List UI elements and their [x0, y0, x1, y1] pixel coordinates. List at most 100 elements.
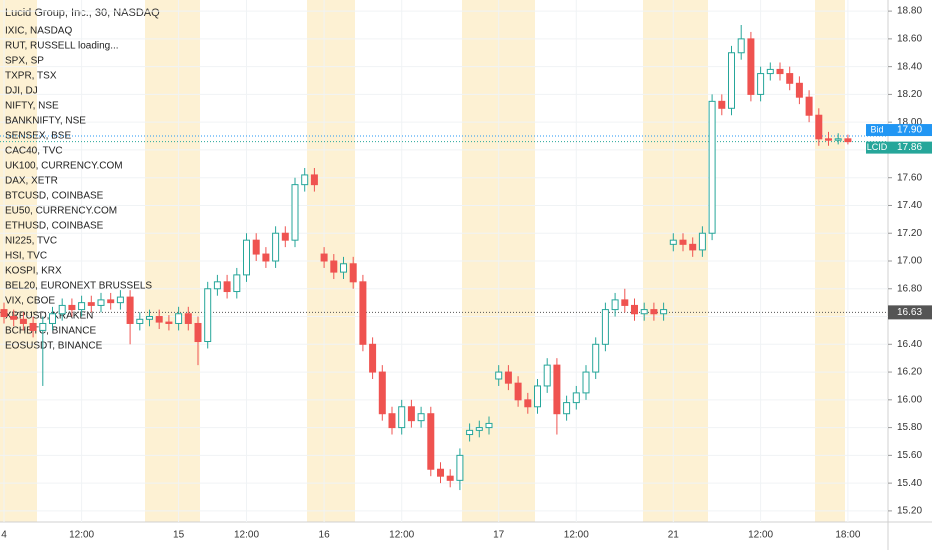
candle-body — [795, 82, 803, 98]
x-tick-label: 12:00 — [564, 530, 589, 541]
symbol-item: TXPR, TSX — [5, 71, 57, 82]
candle-body — [175, 313, 183, 324]
candle-body — [747, 38, 755, 95]
symbol-item: ETHUSD, COINBASE — [5, 221, 104, 232]
y-tick-label: 18.80 — [897, 6, 922, 17]
candle-body — [582, 371, 590, 394]
x-tick-label: 15 — [173, 530, 185, 541]
candle-body — [466, 429, 474, 436]
candle-body — [407, 406, 415, 422]
symbol-item: SPX, SP — [5, 56, 44, 67]
candle-body — [213, 281, 221, 290]
y-tick-label: 18.00 — [897, 117, 922, 128]
symbol-item: BTCUSD, COINBASE — [5, 191, 104, 202]
symbol-item: VIX, CBOE — [5, 296, 55, 307]
candle-body — [194, 322, 202, 343]
candle-body — [475, 427, 483, 431]
symbol-item: BCHBTC, BINANCE — [5, 326, 96, 337]
symbol-item: IXIC, NASDAQ — [5, 26, 72, 37]
candle-body — [553, 364, 561, 415]
price-tag-text: 17.90 — [897, 125, 922, 136]
candle-body — [844, 138, 852, 143]
candle-body — [369, 343, 377, 373]
candle-body — [223, 281, 231, 293]
candle-body — [504, 371, 512, 384]
candle-body — [204, 288, 212, 343]
candle-body — [786, 73, 794, 84]
candle-body — [766, 68, 774, 75]
candle-body — [29, 322, 37, 331]
candle-body — [233, 274, 241, 293]
y-tick-label: 17.60 — [897, 172, 922, 183]
candle-body — [359, 281, 367, 345]
candle-body — [737, 38, 745, 54]
candle-body — [689, 243, 697, 251]
candle-body — [437, 468, 444, 477]
candle-body — [320, 253, 328, 262]
candle-body — [679, 239, 687, 245]
symbol-item: EU50, CURRENCY.COM — [5, 206, 117, 217]
candle-body — [378, 371, 386, 415]
candle-body — [340, 263, 347, 273]
x-tick-label: 16 — [319, 530, 331, 541]
candle-body — [728, 52, 735, 109]
y-tick-label: 15.40 — [897, 478, 922, 489]
y-tick-label: 15.20 — [897, 506, 922, 517]
candle-body — [0, 309, 8, 318]
candle-body — [718, 100, 726, 109]
candle-body — [330, 260, 338, 273]
symbol-item: KOSPI, KRX — [5, 266, 62, 277]
candle-body — [669, 239, 677, 245]
x-tick-label: 12:00 — [234, 530, 259, 541]
x-tick-label: 12:00 — [748, 530, 773, 541]
candle-body — [243, 239, 250, 276]
candle-body — [543, 364, 551, 387]
symbol-item: BANKNIFTY, NSE — [5, 116, 86, 127]
candle-body — [68, 304, 76, 311]
price-tag-text: 16.63 — [897, 307, 922, 318]
candle-body — [49, 313, 56, 324]
y-tick-label: 15.80 — [897, 422, 922, 433]
price-tag-name-text: LCID — [867, 142, 888, 152]
candle-body — [495, 371, 503, 380]
candle-body — [815, 114, 823, 140]
x-tick-label: 17 — [493, 530, 505, 541]
candle-body — [456, 454, 464, 481]
candle-body — [514, 382, 522, 401]
price-tag — [888, 124, 932, 137]
candle-body — [10, 316, 18, 320]
y-tick-label: 18.60 — [897, 34, 922, 45]
candle-body — [631, 304, 638, 315]
candle-body — [281, 232, 289, 241]
candle-body — [611, 299, 619, 311]
candle-body — [825, 138, 832, 141]
y-tick-label: 17.00 — [897, 256, 922, 267]
candle-body — [39, 322, 47, 331]
y-tick-label: 18.20 — [897, 89, 922, 100]
symbol-item: NIFTY, NSE — [5, 101, 59, 112]
candle-body — [155, 316, 163, 323]
symbol-item: BEL20, EURONEXT BRUSSELS — [5, 281, 152, 292]
y-tick-label: 18.40 — [897, 61, 922, 72]
symbol-item: HSI, TVC — [5, 251, 47, 262]
candle-body — [78, 302, 86, 311]
candle-body — [708, 100, 716, 234]
candle-body — [534, 385, 541, 408]
y-tick-label: 15.60 — [897, 450, 922, 461]
candle-body — [698, 232, 706, 251]
candle-body — [19, 318, 27, 324]
y-tick-label: 16.40 — [897, 339, 922, 350]
price-tag-name — [866, 124, 888, 137]
price-tag-name-text: Bid — [870, 124, 883, 134]
candle-body — [184, 313, 192, 324]
price-tag-name — [866, 141, 888, 154]
candle-body — [485, 422, 493, 429]
candle-body — [97, 299, 105, 306]
symbol-item: DJI, DJ — [5, 86, 38, 97]
candle-body — [524, 399, 532, 408]
candle-body — [165, 321, 173, 324]
candle-body — [776, 68, 784, 75]
candle-body — [563, 402, 571, 415]
candle-body — [640, 309, 648, 315]
